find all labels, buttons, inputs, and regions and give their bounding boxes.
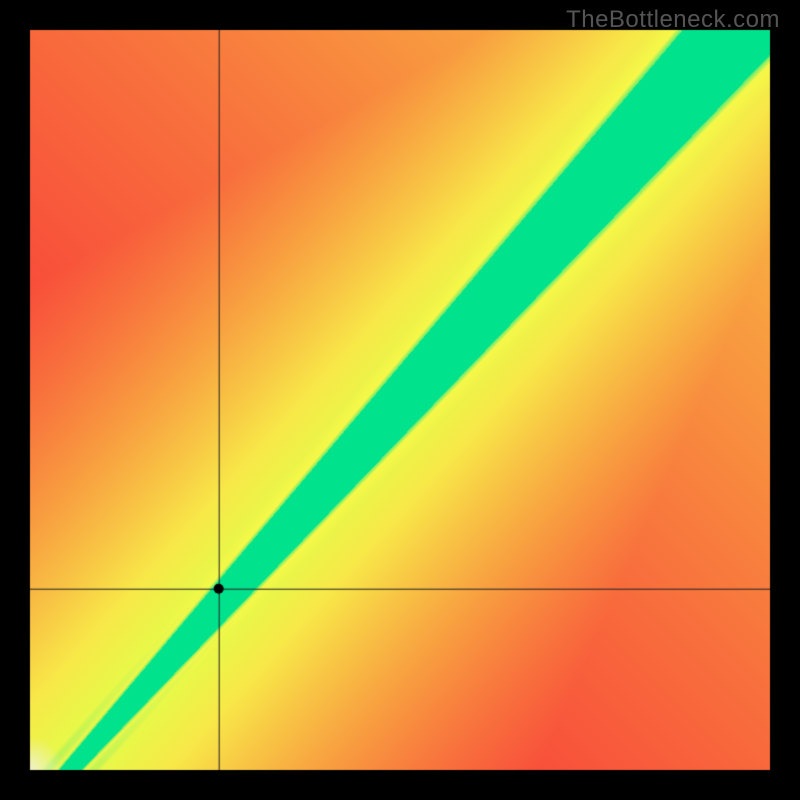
watermark-text: TheBottleneck.com bbox=[566, 6, 780, 34]
chart-container: TheBottleneck.com bbox=[0, 0, 800, 800]
bottleneck-heatmap bbox=[0, 0, 800, 800]
